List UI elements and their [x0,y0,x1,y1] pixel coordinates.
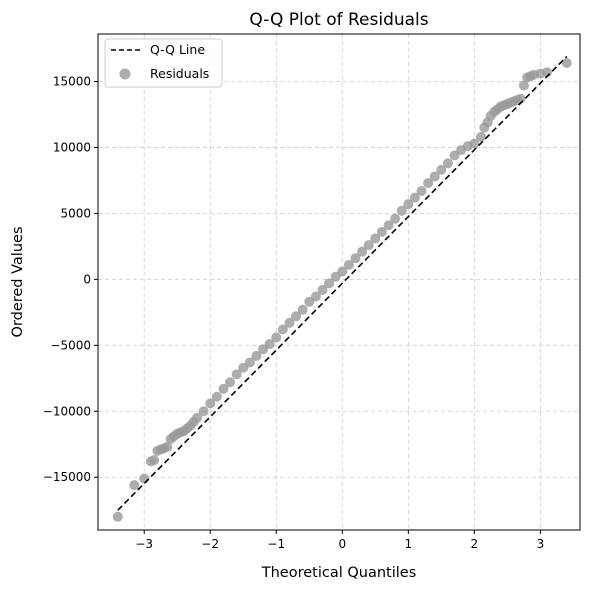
residual-point [469,138,480,149]
qq-line-layer [117,55,568,511]
residual-point [561,58,572,69]
y-tick-label: 15000 [53,74,91,88]
qq-line [117,55,568,511]
y-tick-label: −15000 [43,470,91,484]
residual-point [518,80,529,91]
residual-point [264,339,275,349]
residual-point [192,412,203,423]
x-tick-label: −2 [201,537,219,551]
y-tick-layer: −15000 −10000 −5000 0 5000 10000 15000 [43,74,98,484]
residual-point [357,246,368,257]
residual-point [297,304,308,315]
legend: Q-Q Line Residuals [104,38,223,88]
residual-point [403,199,414,210]
x-tick-label: 0 [338,537,346,551]
residual-point [198,406,209,417]
legend-residuals-label: Residuals [150,66,209,81]
residual-point [251,350,262,361]
residual-point [390,213,401,224]
residual-point [162,441,173,452]
residual-point [284,317,295,328]
residual-point [376,226,387,237]
residual-point [343,259,354,270]
legend-residuals-swatch [119,68,131,80]
residual-point [310,291,321,302]
x-tick-label: 2 [471,537,479,551]
residual-point [225,377,236,388]
residual-point [139,473,150,484]
residual-point [383,220,394,231]
residual-point [218,383,229,394]
y-axis-label: Ordered Values [10,227,26,338]
residual-point [277,324,288,335]
legend-box [104,38,223,88]
residual-point [205,398,216,409]
residual-points-layer [112,58,572,522]
residual-point [271,332,282,343]
residual-point [429,171,440,182]
y-tick-label: 10000 [53,140,91,154]
residual-point [149,455,160,466]
residual-point [129,480,140,491]
residual-point [324,278,335,289]
residual-point [409,192,420,203]
x-tick-label: 3 [537,537,545,551]
y-tick-label: 5000 [60,206,91,220]
y-tick-label: 0 [83,272,91,286]
chart-title: Q-Q Plot of Residuals [249,10,428,30]
legend-qq-line-label: Q-Q Line [150,42,205,57]
x-tick-label: 1 [405,537,413,551]
residual-point [442,158,453,169]
residual-point [231,369,242,380]
residual-point [337,266,348,277]
plot-frame [97,33,581,531]
residual-point [416,185,427,196]
x-tick-label: −1 [267,537,285,551]
residual-point [211,391,222,402]
residual-point [436,164,447,175]
residual-point [244,357,255,368]
residual-point [363,240,374,251]
residual-point [396,205,407,216]
x-tick-label: −3 [135,537,153,551]
residual-point [317,284,328,295]
x-axis-label: Theoretical Quantiles [261,565,417,581]
grid-layer [98,34,580,530]
residual-point [291,311,302,322]
residual-point [370,233,381,244]
x-tick-layer: −3 −2 −1 0 1 2 3 [135,530,544,551]
residual-point [350,253,361,264]
residual-point [112,511,123,522]
residual-point [475,131,486,142]
residual-point [423,178,434,189]
y-tick-label: −10000 [43,404,91,418]
y-tick-label: −5000 [50,338,91,352]
